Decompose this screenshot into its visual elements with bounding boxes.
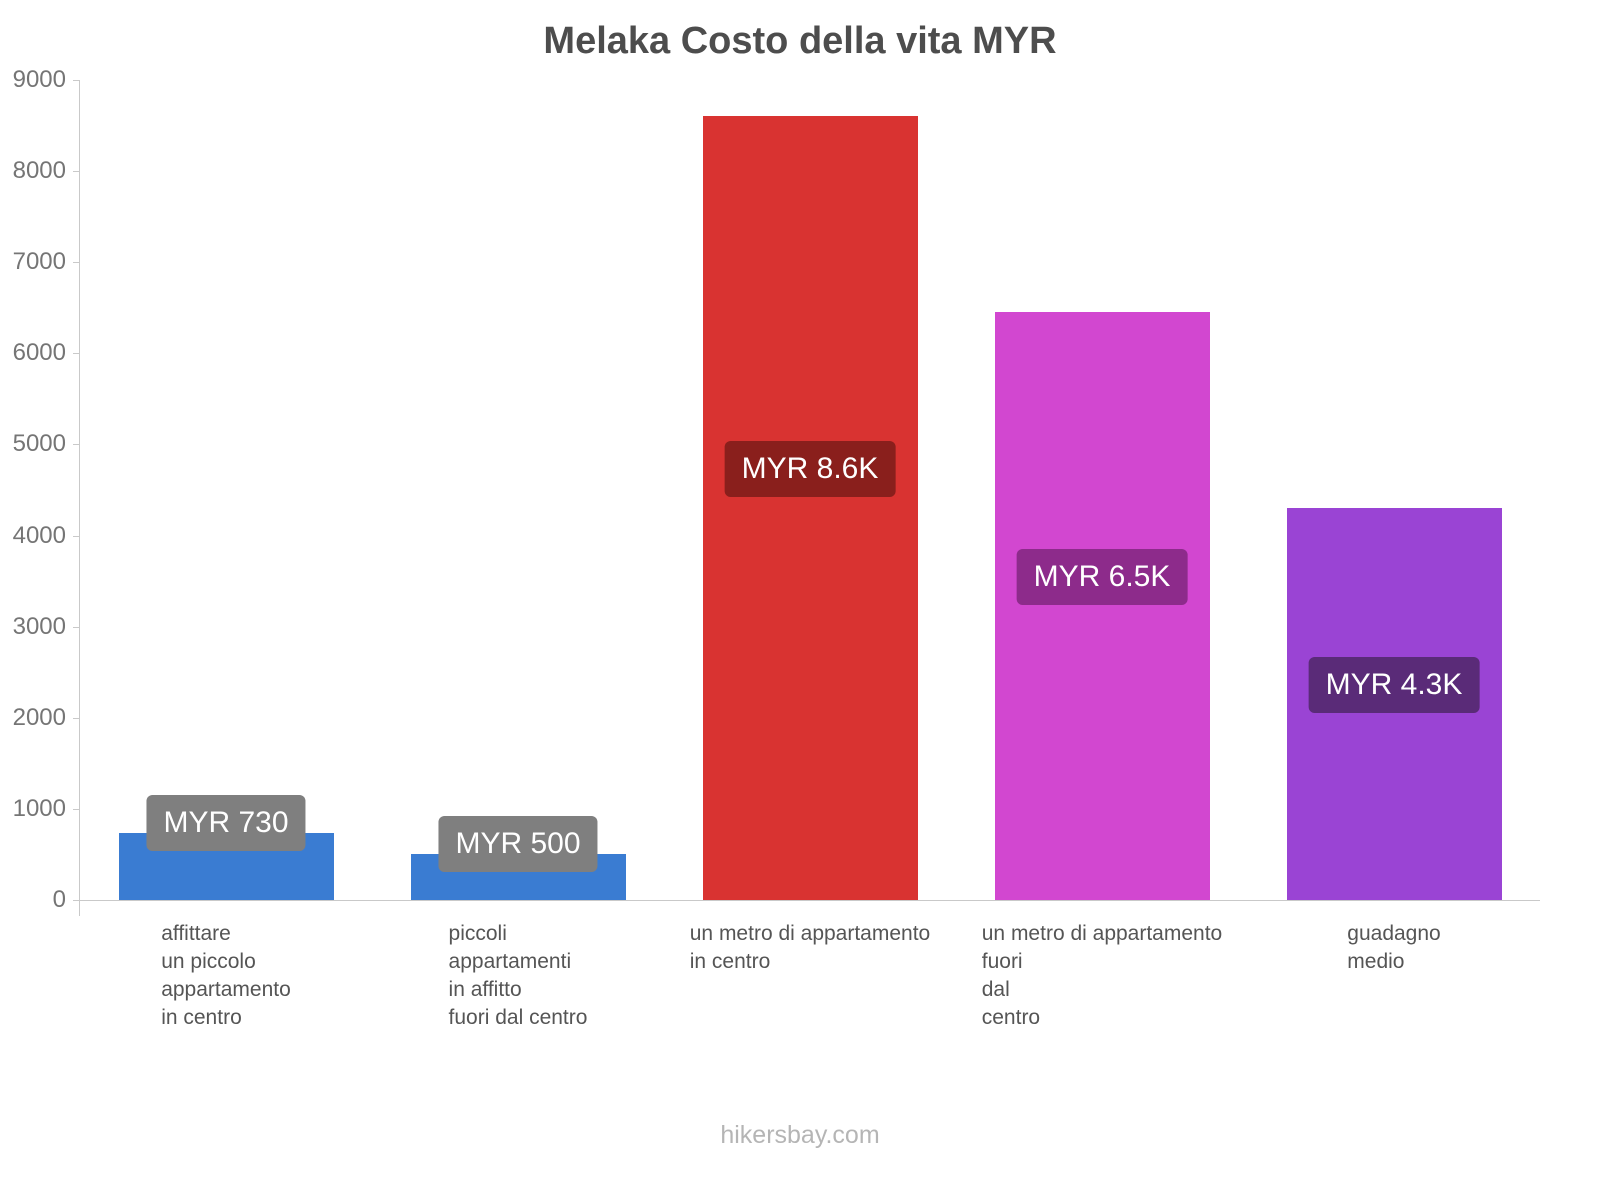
x-category-line: in affitto <box>448 978 522 1001</box>
bar-value-label-5: MYR 4.3K <box>1308 656 1480 713</box>
x-category-line: affittare <box>161 922 231 945</box>
x-category-label-1: affittare un piccolo appartamento in centro <box>80 920 372 1032</box>
x-category-lines-3: un metro di appartamento in centro <box>690 920 930 976</box>
y-tick-mark <box>73 444 80 446</box>
x-category-line: centro <box>981 1006 1041 1029</box>
x-category-line: guadagno <box>1347 922 1441 945</box>
x-category-label-4: un metro di appartamento fuori dal centro <box>956 920 1248 1032</box>
bar-value-label-1: MYR 730 <box>146 795 306 852</box>
x-category-line: piccoli <box>448 922 507 945</box>
bar-3 <box>702 116 918 900</box>
y-tick-mark <box>73 808 80 810</box>
y-axis-line <box>79 80 80 916</box>
x-category-line: fuori dal centro <box>448 1006 588 1029</box>
bar-4 <box>994 312 1210 900</box>
x-category-lines-2: piccoli appartamenti in affitto fuori dal c… <box>449 920 588 1032</box>
x-category-lines-4: un metro di appartamento fuori dal centro <box>982 920 1222 1032</box>
watermark-text: hikersbay.com <box>720 1121 880 1149</box>
y-tick-mark <box>73 900 80 901</box>
x-category-line: in centro <box>161 1006 242 1029</box>
x-category-label-5: guadagno medio <box>1248 920 1540 976</box>
x-category-lines-5: guadagno medio <box>1347 920 1440 976</box>
x-category-line: dal <box>981 978 1010 1001</box>
x-category-line: un metro di appartamento <box>689 922 931 945</box>
bar-value-label-2: MYR 500 <box>438 816 598 873</box>
x-category-lines-1: affittare un piccolo appartamento in centro <box>161 920 291 1032</box>
y-tick-mark <box>73 262 80 264</box>
y-tick-label: 1000 <box>12 794 66 822</box>
bar-value-label-3: MYR 8.6K <box>724 441 896 498</box>
y-tick-label: 9000 <box>12 66 66 93</box>
y-tick-mark <box>73 626 80 628</box>
y-tick-mark <box>73 353 80 355</box>
y-tick-mark <box>73 171 80 173</box>
chart-title: Melaka Costo della vita MYR <box>543 20 1057 62</box>
y-tick-mark <box>73 717 80 719</box>
y-tick-mark <box>73 80 80 81</box>
x-category-line: un piccolo <box>161 950 256 973</box>
x-category-line: un metro di appartamento <box>981 922 1223 945</box>
y-tick-label: 6000 <box>12 339 66 367</box>
x-category-line: medio <box>1347 950 1405 973</box>
x-category-line: appartamenti <box>448 950 572 973</box>
y-tick-label: 3000 <box>12 612 66 640</box>
x-category-line: in centro <box>689 950 771 973</box>
x-category-label-3: un metro di appartamento in centro <box>664 920 956 976</box>
x-category-line: fuori <box>981 950 1023 973</box>
y-tick-label: 4000 <box>12 521 66 549</box>
y-tick-label: 0 <box>52 886 66 913</box>
y-tick-label: 5000 <box>12 430 66 458</box>
y-tick-mark <box>73 535 80 537</box>
x-category-label-2: piccoli appartamenti in affitto fuori dal c… <box>372 920 664 1032</box>
bar-value-label-4: MYR 6.5K <box>1016 548 1188 605</box>
y-tick-label: 8000 <box>12 157 66 185</box>
x-axis-line <box>80 900 1540 901</box>
y-tick-label: 2000 <box>12 703 66 731</box>
x-category-line: appartamento <box>161 978 291 1001</box>
y-tick-label: 7000 <box>12 248 66 276</box>
